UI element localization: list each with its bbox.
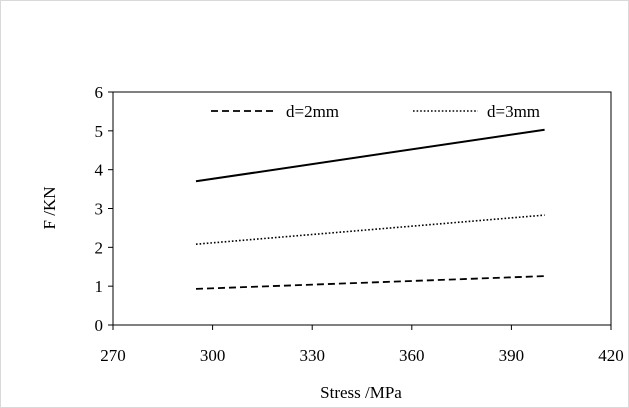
series-line-d-2mm	[195, 275, 545, 290]
x-tick-label: 300	[200, 346, 226, 365]
plot-area-border	[112, 91, 612, 326]
y-tick-label: 5	[95, 122, 104, 141]
x-tick-label: 360	[399, 346, 425, 365]
y-tick-label: 0	[95, 316, 104, 335]
x-tick-label: 330	[299, 346, 325, 365]
series-line-d-3mm	[195, 214, 545, 245]
y-tick-label: 2	[95, 238, 104, 257]
plot-axes: 0 1 2 3 4 5 6 270 300 330 360 390 420	[95, 83, 624, 365]
legend: d=2mm d=3mm	[211, 102, 540, 121]
x-axis-title: Stress /MPa	[320, 383, 402, 402]
y-axis-title: F /KN	[40, 187, 59, 230]
y-tick-label: 3	[95, 200, 104, 219]
y-tick-label: 1	[95, 277, 104, 296]
x-tick-label: 390	[499, 346, 525, 365]
legend-label: d=3mm	[487, 102, 540, 121]
x-tick-label: 270	[100, 346, 126, 365]
y-tick-label: 6	[95, 83, 104, 102]
series-line-unlabeled	[195, 128, 545, 183]
y-tick-label: 4	[95, 161, 104, 180]
series-layer	[195, 128, 545, 290]
x-tick-label: 420	[598, 346, 624, 365]
legend-label: d=2mm	[286, 102, 339, 121]
